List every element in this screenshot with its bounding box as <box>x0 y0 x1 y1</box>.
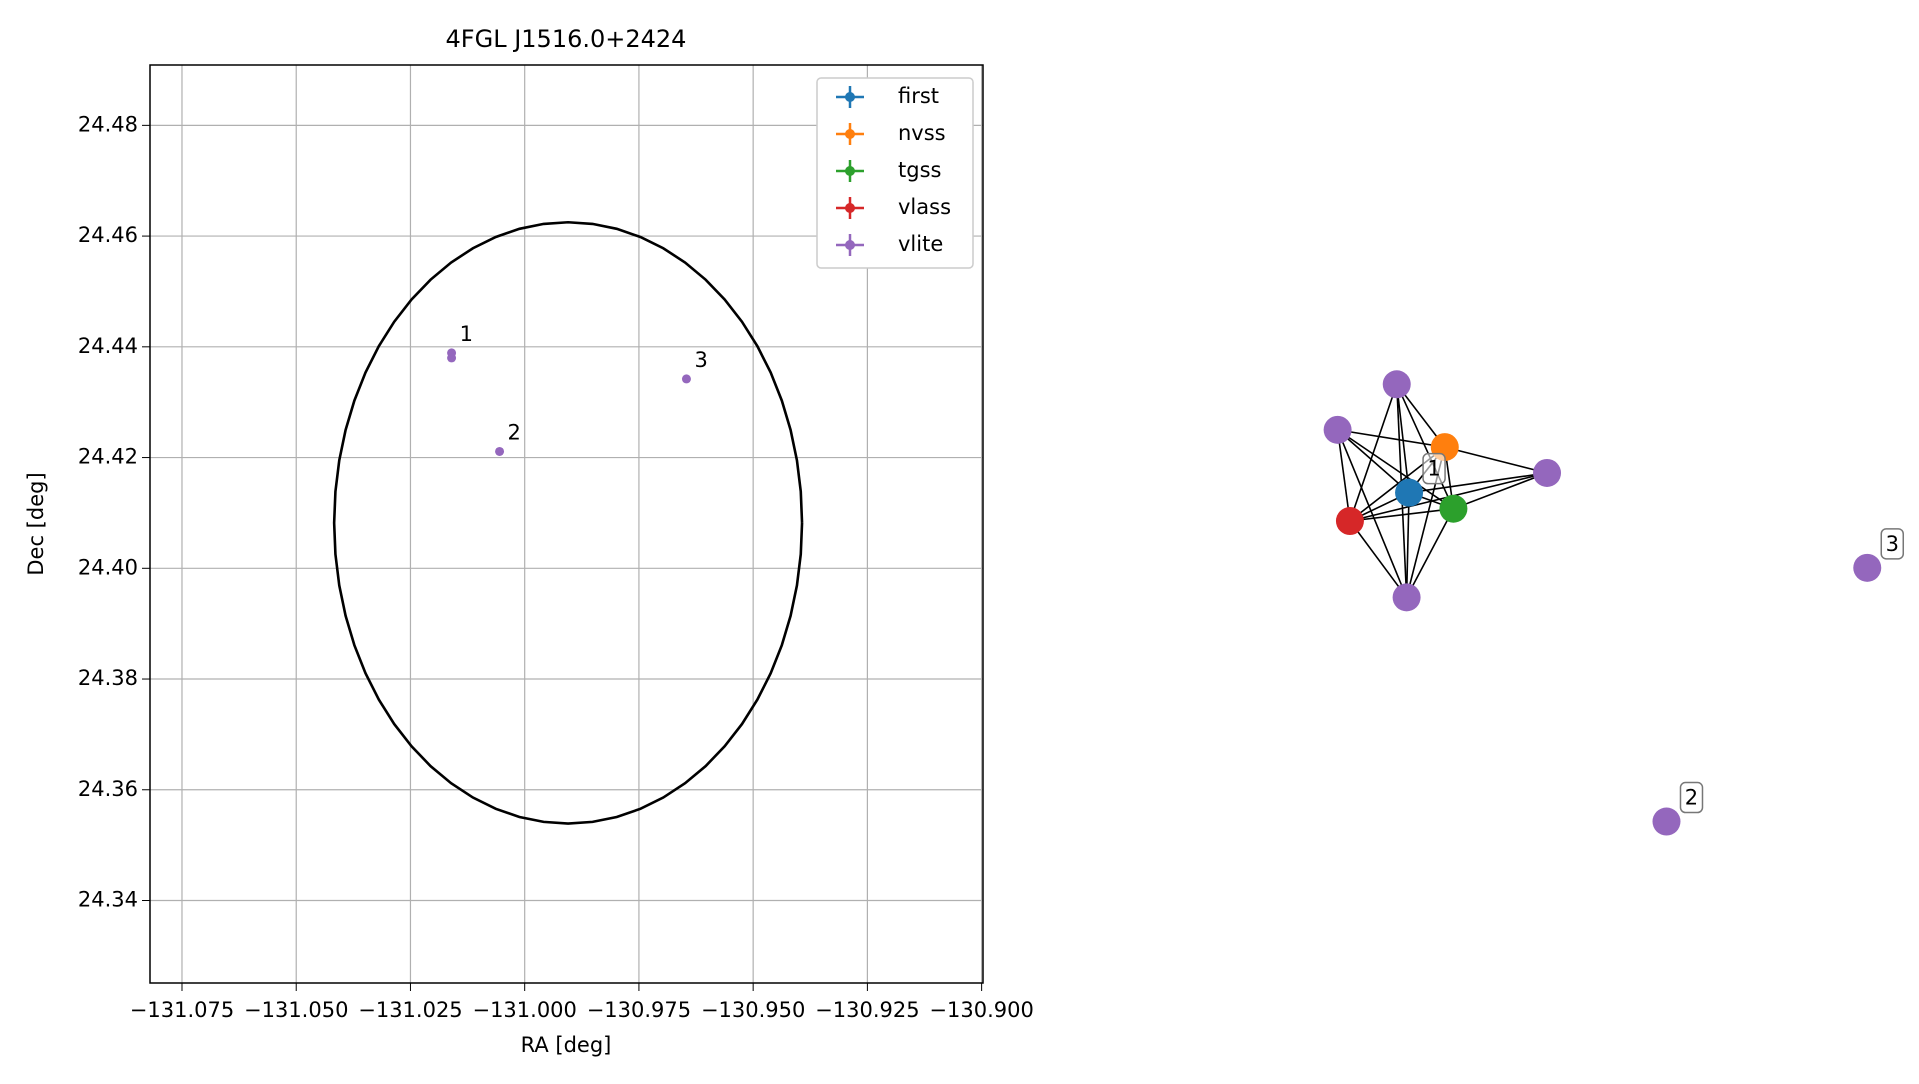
x-tick-label: −131.025 <box>358 998 462 1022</box>
legend-label: first <box>898 84 939 108</box>
error-ellipse <box>332 220 804 825</box>
node-label: 2 <box>1685 786 1698 810</box>
legend-label: tgss <box>898 158 941 182</box>
legend-marker <box>845 92 855 102</box>
node-label-box <box>1422 452 1446 485</box>
graph-edge <box>1453 472 1548 510</box>
x-tick-label: −130.925 <box>815 998 919 1022</box>
graph-edge <box>1408 472 1548 494</box>
legend-marker <box>845 203 855 213</box>
x-tick-label: −131.075 <box>130 998 234 1022</box>
node-label-box <box>1880 528 1905 560</box>
y-tick-label: 24.38 <box>78 666 138 690</box>
graph-node <box>1652 807 1681 836</box>
x-tick-label: −131.000 <box>472 998 576 1022</box>
data-point <box>681 374 691 384</box>
annotation: 2 <box>508 420 521 444</box>
x-tick-label: −130.950 <box>701 998 805 1022</box>
plot-frame <box>149 64 984 984</box>
graph-edge <box>1337 429 1410 494</box>
x-tick-label: −130.975 <box>587 998 691 1022</box>
y-tick-label: 24.36 <box>78 777 138 801</box>
legend-label: vlass <box>898 195 951 219</box>
x-axis-label: RA [deg] <box>521 1033 612 1057</box>
graph-node <box>1335 507 1364 536</box>
annotation: 1 <box>460 322 473 346</box>
legend-marker <box>845 166 855 176</box>
x-tick-label: −130.900 <box>929 998 1033 1022</box>
graph-edge <box>1444 446 1548 474</box>
node-label: 3 <box>1886 532 1899 556</box>
y-tick-label: 24.40 <box>78 555 138 579</box>
legend-box <box>816 77 974 269</box>
y-tick-label: 24.48 <box>78 112 138 136</box>
graph-edge <box>1336 429 1351 522</box>
annotation: 3 <box>694 348 707 372</box>
graph-edge <box>1405 492 1410 598</box>
graph-node <box>1392 583 1421 612</box>
graph-edge <box>1395 384 1410 493</box>
graph-edge <box>1349 520 1408 598</box>
y-tick-label: 24.46 <box>78 223 138 247</box>
data-point <box>447 353 457 363</box>
graph-node <box>1533 458 1562 487</box>
y-tick-label: 24.42 <box>78 445 138 469</box>
graph-edge <box>1405 508 1455 598</box>
graph-node <box>1853 553 1882 582</box>
graph-edge <box>1337 429 1454 510</box>
y-tick-label: 24.34 <box>78 888 138 912</box>
legend-label: nvss <box>898 121 946 145</box>
node-label: 1 <box>1427 457 1440 481</box>
node-label-box <box>1679 781 1704 814</box>
graph-node <box>1395 478 1424 507</box>
legend-marker <box>845 129 855 139</box>
graph-node <box>1439 494 1468 523</box>
x-tick-label: −131.050 <box>244 998 348 1022</box>
graph-node <box>1323 415 1352 444</box>
graph-edge <box>1336 429 1408 598</box>
y-tick-label: 24.44 <box>78 334 138 358</box>
graph-edge <box>1349 384 1398 522</box>
data-point <box>495 446 505 456</box>
graph-edge <box>1349 507 1454 522</box>
graph-node <box>1382 370 1411 399</box>
chart-title: 4FGL J1516.0+2424 <box>446 25 687 53</box>
legend-marker <box>845 240 855 250</box>
graph-edge <box>1337 429 1445 448</box>
y-axis-label: Dec [deg] <box>24 472 48 575</box>
legend-label: vlite <box>898 232 943 256</box>
